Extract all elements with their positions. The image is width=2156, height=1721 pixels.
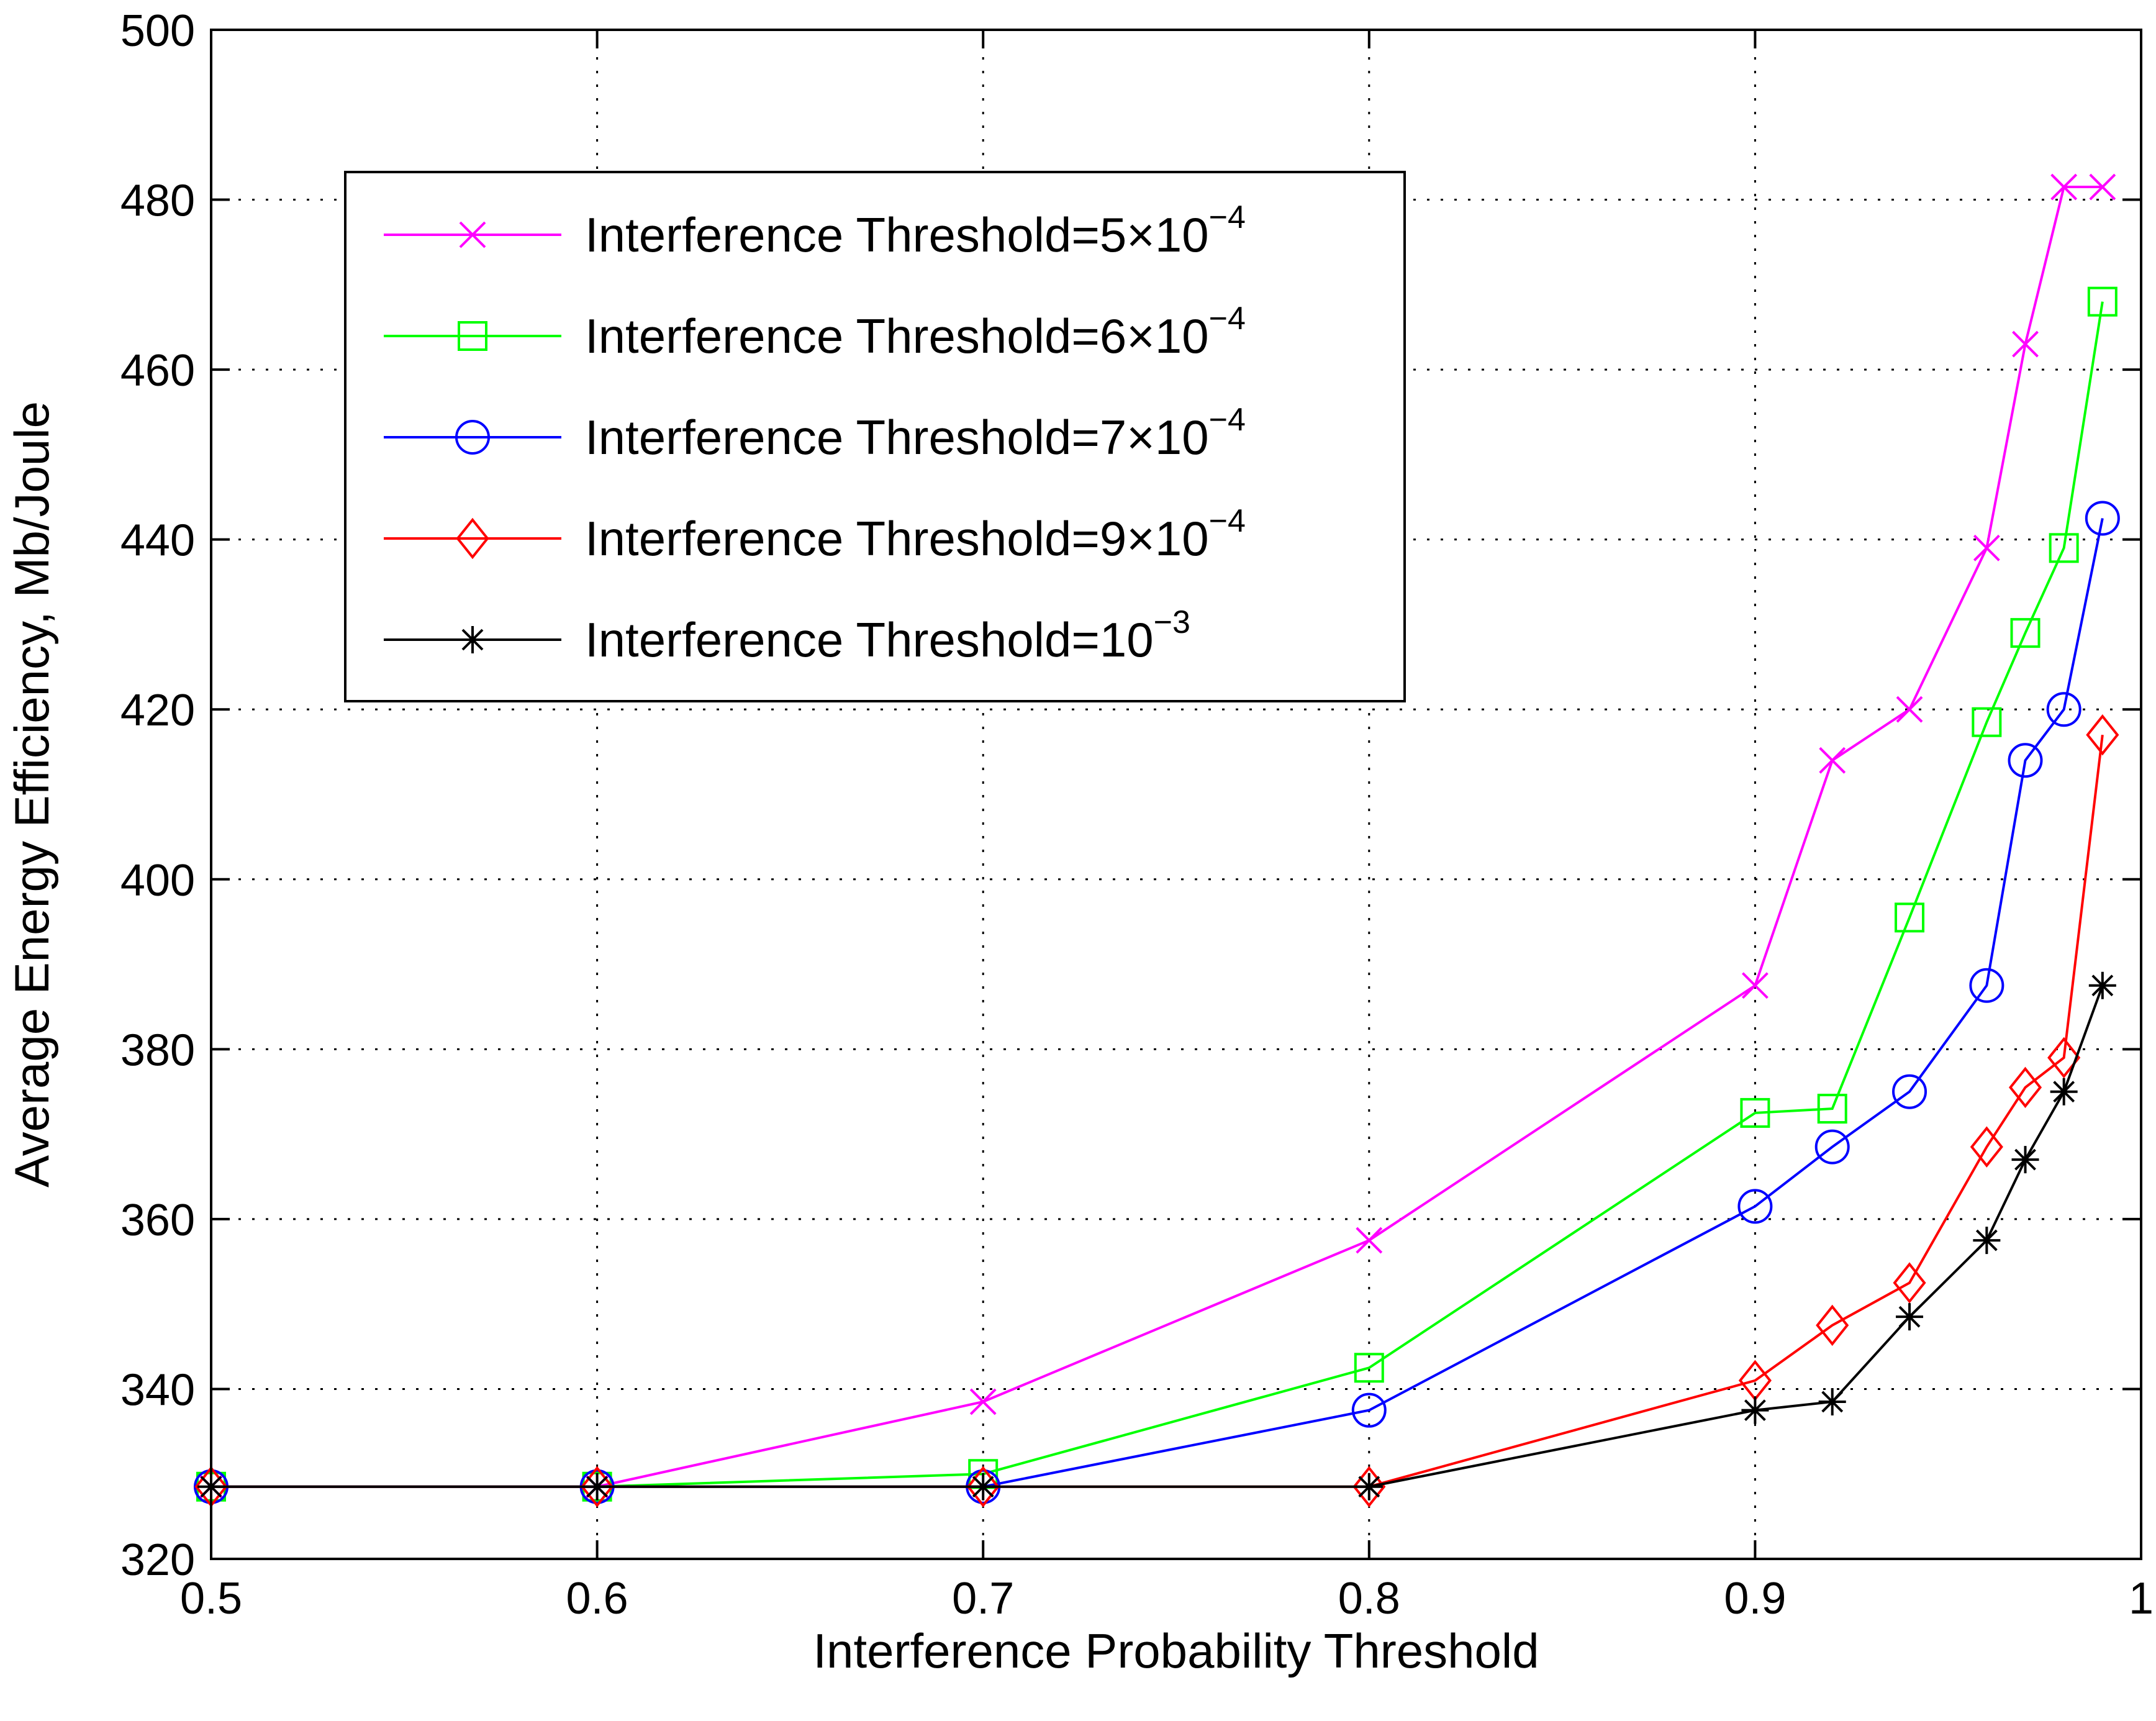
data-point-square — [1354, 1353, 1384, 1383]
data-point-star — [1896, 1303, 1924, 1331]
data-point-star — [1741, 1396, 1769, 1424]
legend: Interference Threshold=5×10−4 Interferenc… — [344, 171, 1406, 702]
legend-label: Interference Threshold=5×10−4 — [585, 199, 1246, 262]
legend-item: Interference Threshold=6×10−4 — [384, 301, 1246, 363]
legend-item: Interference Threshold=10−3 — [384, 604, 1190, 667]
data-point-x — [2089, 173, 2116, 201]
legend-item: Interference Threshold=5×10−4 — [384, 199, 1246, 262]
plot-frame — [210, 29, 2142, 1560]
y-tick-label: 420 — [120, 686, 195, 735]
legend-marker-square — [458, 321, 487, 351]
y-tick-label: 340 — [120, 1365, 195, 1415]
x-tick-label: 0.8 — [1338, 1574, 1400, 1623]
data-point-x — [1896, 696, 1923, 723]
data-point-square — [1817, 1094, 1847, 1124]
legend-marker-x — [459, 221, 486, 248]
data-point-x — [969, 1388, 997, 1415]
y-tick-label: 400 — [120, 856, 195, 906]
legend-label: Interference Threshold=7×10−4 — [585, 402, 1246, 465]
data-point-circle — [1351, 1392, 1387, 1428]
x-tick-label: 0.6 — [566, 1574, 628, 1623]
data-point-square — [2010, 618, 2040, 648]
data-point-star — [2050, 1078, 2078, 1106]
data-point-circle — [1892, 1074, 1927, 1109]
x-tick-label: 0.5 — [180, 1574, 242, 1623]
data-point-diamond — [1893, 1262, 1926, 1304]
data-point-diamond — [2086, 714, 2119, 756]
data-point-star — [1818, 1387, 1846, 1415]
data-point-circle — [1737, 1189, 1773, 1224]
data-point-diamond — [1352, 1466, 1386, 1507]
y-tick-label: 460 — [120, 346, 195, 396]
legend-marker-circle — [455, 420, 490, 455]
data-point-square — [1972, 707, 2002, 737]
data-point-x — [1356, 1227, 1383, 1254]
data-point-circle — [2046, 692, 2081, 727]
y-axis-title: Average Energy Efficiency, Mb/Joule — [4, 401, 59, 1187]
data-point-x — [1819, 747, 1846, 774]
data-point-star — [1355, 1473, 1383, 1501]
data-point-circle — [2085, 501, 2120, 536]
data-point-star — [969, 1473, 997, 1501]
x-tick-label: 0.7 — [952, 1574, 1014, 1623]
data-point-star — [583, 1473, 611, 1501]
data-point-square — [1895, 902, 1925, 933]
data-point-star — [2011, 1146, 2039, 1174]
y-tick-label: 380 — [120, 1025, 195, 1075]
data-point-star — [2088, 971, 2116, 999]
data-point-x — [2012, 330, 2039, 358]
data-point-diamond — [966, 1466, 1000, 1507]
data-point-diamond — [2008, 1066, 2042, 1109]
legend-label: Interference Threshold=6×10−4 — [585, 301, 1246, 363]
legend-marker-star — [459, 626, 486, 653]
x-tick-label: 0.9 — [1724, 1574, 1786, 1623]
legend-item: Interference Threshold=9×10−4 — [384, 503, 1246, 566]
data-point-diamond — [1970, 1126, 2003, 1168]
x-tick-label: 1 — [2129, 1574, 2154, 1623]
axis-ticks — [210, 29, 2142, 1560]
data-point-diamond — [2047, 1037, 2081, 1079]
data-point-x — [1973, 534, 2000, 561]
data-point-circle — [1969, 968, 2004, 1003]
legend-item: Interference Threshold=7×10−4 — [384, 402, 1246, 465]
y-tick-label: 320 — [120, 1535, 195, 1585]
data-point-circle — [1814, 1129, 1850, 1165]
legend-marker-diamond — [456, 517, 489, 560]
data-point-diamond — [581, 1466, 614, 1507]
data-point-diamond — [1816, 1304, 1849, 1346]
legend-label: Interference Threshold=10−3 — [585, 604, 1190, 667]
legend-label: Interference Threshold=9×10−4 — [585, 503, 1246, 566]
series-layer — [194, 173, 2120, 1507]
data-point-square — [2049, 533, 2079, 563]
data-point-circle — [2008, 743, 2043, 778]
data-point-x — [1741, 972, 1769, 999]
data-point-star — [1973, 1227, 2001, 1255]
tick-labels: 0.5 0.6 0.7 0.8 0.9 1 320 340 360 380 400 420 440 460… — [120, 6, 2154, 1623]
series-5 — [197, 971, 2116, 1501]
data-point-square — [2087, 286, 2118, 317]
y-tick-label: 500 — [120, 6, 195, 56]
y-tick-label: 360 — [120, 1196, 195, 1245]
series-line — [211, 301, 2104, 1488]
x-axis-title: Interference Probability Threshold — [813, 1623, 1539, 1678]
y-tick-label: 480 — [120, 176, 195, 226]
y-tick-label: 440 — [120, 516, 195, 566]
data-point-x — [2050, 173, 2078, 201]
data-point-square — [1740, 1097, 1770, 1128]
